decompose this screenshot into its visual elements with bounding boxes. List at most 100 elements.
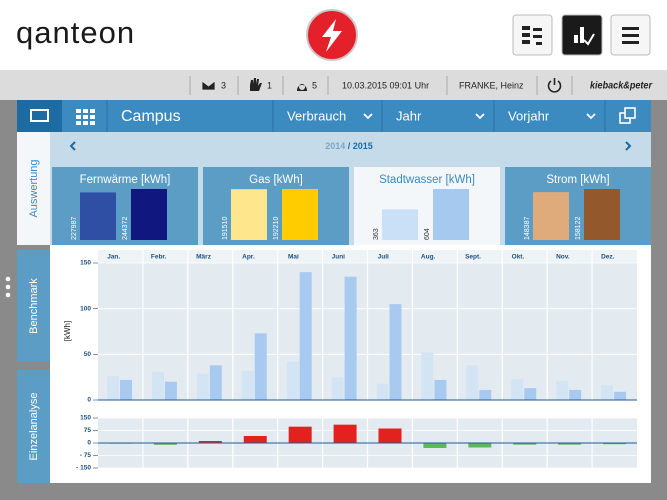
diff-bar — [333, 424, 357, 443]
bar — [569, 389, 582, 400]
button-bg — [17, 100, 62, 132]
bar — [601, 385, 614, 400]
dot — [5, 284, 11, 290]
bar — [299, 272, 312, 400]
y-tick-label: 150 — [80, 415, 91, 422]
popout-button[interactable] — [619, 107, 636, 124]
card[interactable]: Stadtwasser [kWh] 363 604 — [354, 167, 500, 245]
chart-icon — [574, 27, 584, 43]
bar — [434, 379, 447, 400]
bar — [151, 371, 164, 400]
button-frame — [512, 14, 553, 56]
dropdown-label: Vorjahr — [508, 108, 550, 123]
tab-label: Benchmark — [28, 278, 40, 334]
side-tab[interactable]: Benchmark — [17, 250, 50, 362]
card[interactable]: Fernwärme [kWh] 227987 244372 — [52, 167, 198, 245]
power-icon — [547, 80, 562, 93]
user-icon[interactable] — [297, 84, 307, 91]
card[interactable]: Gas [kWh] 191510 192210 — [203, 167, 349, 245]
card-value-label: 191510 — [222, 217, 229, 240]
view-grid-button[interactable] — [76, 109, 95, 125]
card[interactable]: Strom [kWh] 148387 158122 — [505, 167, 651, 245]
tab-bg — [17, 250, 50, 362]
location[interactable]: Campus — [121, 108, 181, 125]
x-tick-label: Juli — [378, 254, 389, 261]
dropdown-chevron — [363, 113, 373, 120]
bar — [614, 391, 627, 400]
dropdown[interactable]: Verbrauch — [287, 108, 373, 123]
tab-label: Einzelanalyse — [28, 393, 40, 461]
card-bar — [533, 192, 569, 240]
x-tick-label: Nov. — [556, 254, 570, 261]
brand-logo: kieback&peter — [590, 81, 653, 92]
card-bg — [354, 167, 500, 245]
diff-bar — [378, 428, 402, 443]
year-previous: 2014 — [325, 141, 345, 151]
status-bar — [0, 70, 667, 100]
card-value-label: 604 — [424, 228, 431, 240]
card-title: Gas [kWh] — [249, 174, 303, 186]
tab-bg — [17, 132, 50, 245]
y-tick-label: 50 — [84, 351, 92, 358]
dropdown-chevron — [475, 113, 485, 120]
side-tab[interactable]: Auswertung — [17, 132, 50, 245]
bar — [241, 370, 254, 400]
y-tick-label: 100 — [80, 305, 91, 312]
card-bg — [52, 167, 198, 245]
hand-icon[interactable] — [250, 78, 262, 91]
y-axis-label: [kWh] — [63, 321, 72, 341]
side-dots[interactable] — [5, 276, 11, 298]
card-title: Strom [kWh] — [546, 174, 609, 186]
card-title: Stadtwasser [kWh] — [379, 174, 475, 186]
envelope-icon[interactable] — [201, 80, 216, 91]
tab-bg — [17, 370, 50, 483]
card-title: Fernwärme [kWh] — [80, 174, 171, 186]
card-bg — [505, 167, 651, 245]
diff-bar — [198, 441, 222, 443]
dropdown[interactable]: Jahr — [396, 108, 485, 123]
hand-count: 1 — [267, 80, 272, 90]
dropdown-chevron — [586, 113, 596, 120]
menu-icon — [622, 27, 639, 44]
dot — [5, 276, 11, 282]
x-tick-label: Febr. — [151, 254, 167, 261]
side-tab[interactable]: Einzelanalyse — [17, 370, 50, 483]
bar — [331, 377, 344, 400]
year-separator: / — [348, 141, 351, 151]
card-bar — [282, 189, 318, 240]
card-bar — [382, 209, 418, 240]
diff-bar — [243, 436, 267, 443]
alarm-button[interactable] — [306, 9, 358, 61]
dot — [5, 292, 11, 298]
toolbar-button[interactable] — [561, 14, 603, 56]
y-tick-label: 0 — [87, 397, 91, 404]
dropdown-label: Verbrauch — [287, 108, 346, 123]
dropdown[interactable]: Vorjahr — [508, 108, 596, 123]
bar — [511, 378, 524, 400]
bar — [120, 379, 132, 400]
bar — [286, 361, 299, 400]
bar — [196, 373, 209, 400]
prev-period[interactable] — [69, 141, 76, 151]
y-tick-label: 150 — [80, 260, 91, 267]
card-value-label: 363 — [373, 228, 380, 240]
menu-button[interactable] — [610, 14, 651, 56]
view-single-button[interactable] — [17, 100, 62, 132]
user-name: FRANKE, Heinz — [459, 80, 524, 90]
next-period[interactable] — [625, 141, 632, 151]
y-tick-label: - 150 — [76, 465, 91, 472]
card-value-label: 158122 — [575, 217, 582, 240]
card-bar — [80, 192, 116, 240]
x-tick-label: Okt. — [512, 254, 525, 261]
power-button[interactable] — [547, 78, 562, 93]
toolbar-button[interactable] — [512, 14, 553, 56]
single-icon — [30, 109, 49, 122]
card-bar — [131, 189, 167, 240]
card-value-label: 148387 — [524, 217, 531, 240]
tree-icon — [522, 26, 542, 45]
bar — [376, 383, 389, 400]
bar — [556, 380, 569, 400]
diff-bar — [153, 443, 177, 445]
